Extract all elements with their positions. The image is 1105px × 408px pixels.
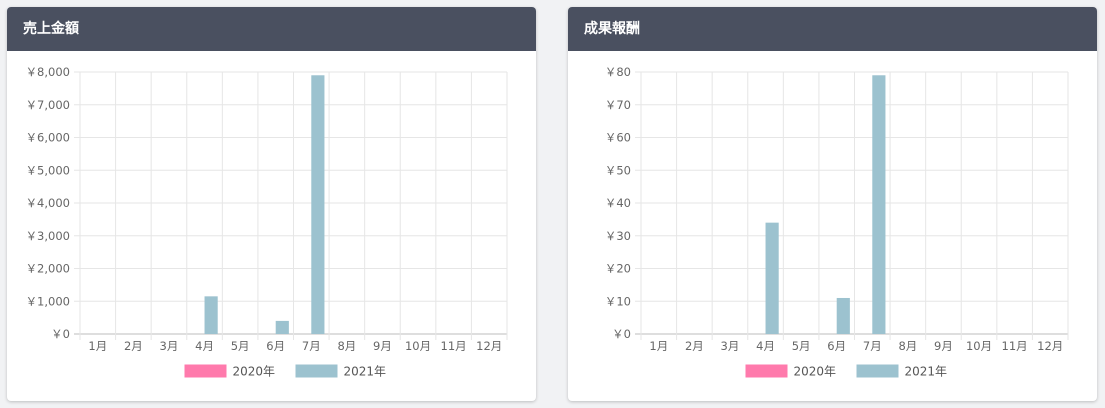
y-tick-label: ￥5,000 [26, 163, 70, 177]
x-tick-label: 8月 [337, 339, 356, 353]
y-tick-label: ￥20 [605, 262, 631, 276]
x-tick-label: 8月 [898, 339, 917, 353]
x-tick-label: 2月 [124, 339, 143, 353]
legend-label[interactable]: 2020年 [233, 365, 276, 379]
legend-swatch[interactable] [295, 364, 338, 378]
x-tick-label: 9月 [373, 339, 392, 353]
y-tick-label: ￥0 [612, 327, 631, 341]
x-tick-label: 11月 [441, 339, 467, 353]
y-tick-label: ￥30 [605, 229, 631, 243]
x-tick-label: 12月 [1037, 339, 1063, 353]
bar-2021年-4月[interactable] [204, 296, 218, 334]
legend-swatch[interactable] [184, 364, 227, 378]
performance-reward-card-title: 成果報酬 [568, 7, 1097, 51]
x-tick-label: 7月 [863, 339, 882, 353]
sales-amount-card: 売上金額 ￥0 ￥1,000 ￥2,000 ￥3,000 ￥4,000 ￥5,000 ￥6,… [7, 7, 536, 401]
y-tick-label: ￥80 [605, 65, 631, 79]
performance-reward-chart: ￥0 ￥10 ￥20 ￥30 ￥40 ￥50 ￥60 ￥70 ￥80 1月 2月 3月 4月 5月 6月 7月… [605, 65, 1069, 379]
y-tick-label: ￥10 [605, 294, 631, 308]
x-tick-label: 7月 [302, 339, 321, 353]
bar-2021年-6月[interactable] [836, 297, 850, 334]
x-tick-label: 4月 [756, 339, 775, 353]
y-tick-label: ￥50 [605, 163, 631, 177]
sales-amount-card-title: 売上金額 [7, 7, 536, 51]
x-tick-label: 12月 [476, 339, 502, 353]
bar-2021年-4月[interactable] [765, 222, 779, 334]
legend-swatch[interactable] [745, 364, 788, 378]
legend-label[interactable]: 2021年 [905, 365, 948, 379]
y-tick-label: ￥6,000 [26, 131, 70, 145]
x-tick-label: 6月 [266, 339, 285, 353]
legend-label[interactable]: 2020年 [794, 365, 837, 379]
bar-2021年-7月[interactable] [311, 75, 325, 335]
y-tick-label: ￥3,000 [26, 229, 70, 243]
y-tick-label: ￥60 [605, 131, 631, 145]
performance-reward-card: 成果報酬 ￥0 ￥10 ￥20 ￥30 ￥40 ￥50 ￥60 ￥70 ￥80 1月 2月 3月 4月 5… [568, 7, 1097, 401]
x-tick-label: 1月 [649, 339, 668, 353]
x-tick-label: 10月 [966, 339, 992, 353]
x-tick-label: 3月 [721, 339, 740, 353]
y-tick-label: ￥2,000 [26, 262, 70, 276]
y-tick-label: ￥4,000 [26, 196, 70, 210]
sales-amount-chart: ￥0 ￥1,000 ￥2,000 ￥3,000 ￥4,000 ￥5,000 ￥6,000 ￥7… [26, 65, 508, 379]
y-tick-label: ￥70 [605, 98, 631, 112]
bar-2021年-6月[interactable] [275, 320, 289, 334]
x-tick-label: 2月 [685, 339, 704, 353]
y-tick-label: ￥1,000 [26, 294, 70, 308]
y-tick-label: ￥8,000 [26, 65, 70, 79]
x-tick-label: 5月 [792, 339, 811, 353]
x-tick-label: 3月 [160, 339, 179, 353]
y-tick-label: ￥7,000 [26, 98, 70, 112]
x-tick-label: 1月 [88, 339, 107, 353]
y-tick-label: ￥0 [51, 327, 70, 341]
x-tick-label: 4月 [195, 339, 214, 353]
x-tick-label: 5月 [231, 339, 250, 353]
legend-label[interactable]: 2021年 [344, 365, 387, 379]
y-tick-label: ￥40 [605, 196, 631, 210]
x-tick-label: 11月 [1002, 339, 1028, 353]
x-tick-label: 9月 [934, 339, 953, 353]
x-tick-label: 10月 [405, 339, 431, 353]
legend-swatch[interactable] [856, 364, 899, 378]
x-tick-label: 6月 [827, 339, 846, 353]
bar-2021年-7月[interactable] [872, 75, 886, 335]
